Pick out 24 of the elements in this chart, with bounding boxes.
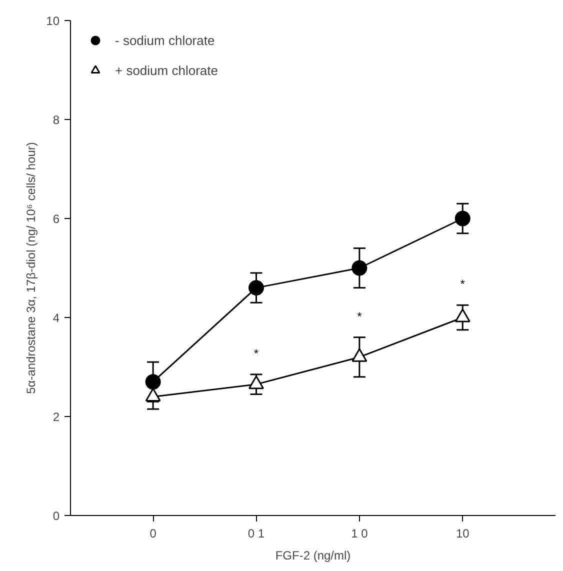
annotation: * [357,309,362,324]
point [352,260,368,276]
point [248,280,264,296]
y-tick-label: 0 [52,509,60,523]
point [454,210,470,226]
legend-label: + sodium chlorate [115,62,218,78]
x-tick-label: 10 [456,526,470,540]
y-tick-label: 8 [52,113,60,127]
x-tick-label: 0 [150,526,157,540]
annotation: * [460,277,466,292]
point [248,375,264,390]
y-tick-label: 4 [52,311,60,325]
annotation: * [254,346,259,360]
point [352,348,368,362]
x-tick-label: 0 1 [248,526,265,540]
x-tick-label: 1 0 [351,526,368,540]
y-tick-label: 10 [46,14,60,28]
y-axis-title: 5α-androstane 3α, 17β-diol (ng/ 10⁶ cells/ hour) [24,142,38,394]
point [145,388,161,402]
legend-label: - sodium chlorate [115,32,215,48]
y-tick-label: 2 [52,410,60,424]
point [454,308,470,322]
x-axis-title: FGF-2 (ng/ml) [275,548,351,562]
y-tick-label: 6 [52,212,60,226]
